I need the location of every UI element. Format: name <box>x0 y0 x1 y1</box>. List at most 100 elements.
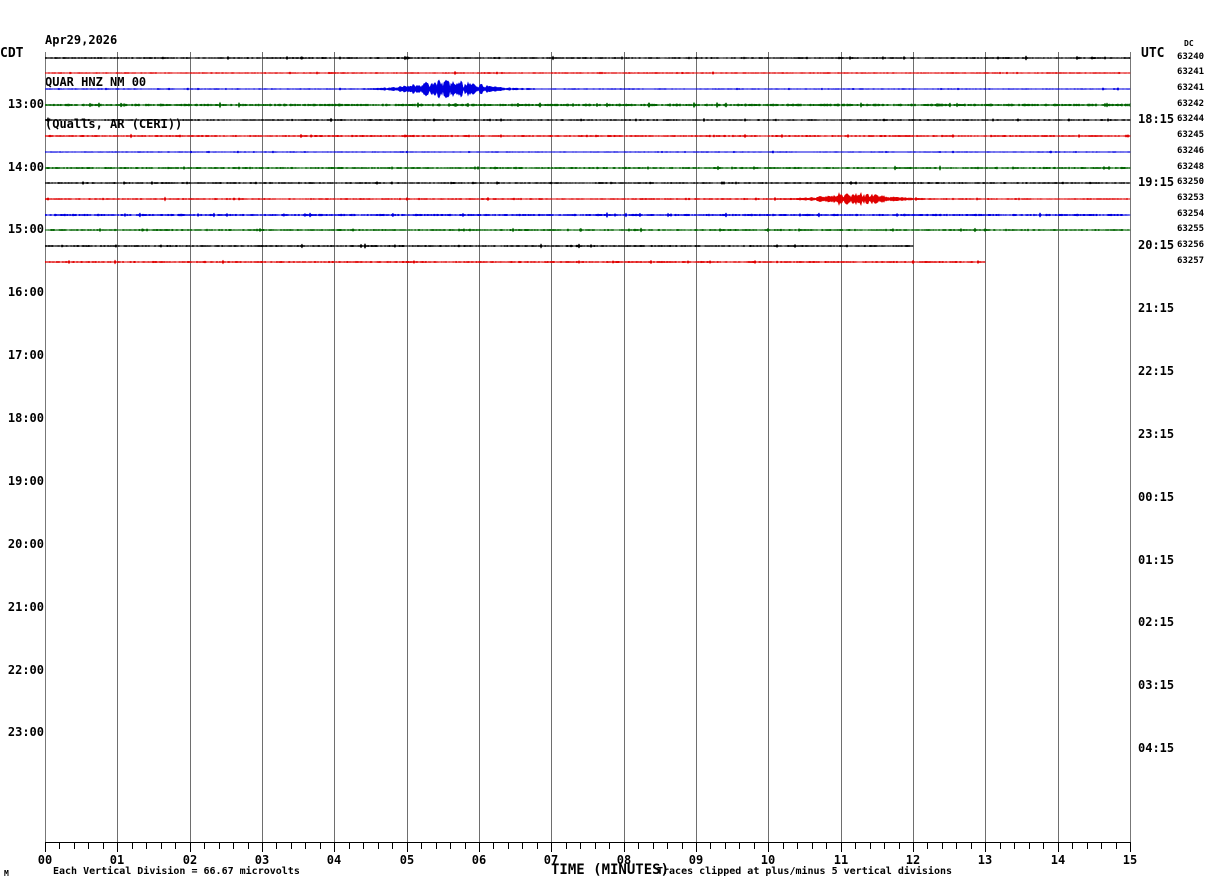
x-tick-minor <box>132 843 133 849</box>
y-axis-right-label-0315: 03:15 <box>1138 678 1175 692</box>
x-tick-minor <box>305 843 306 849</box>
vertical-division-note: Each Vertical Division = 66.67 microvolt… <box>53 866 300 877</box>
y-axis-right-label-1815: 18:15 <box>1138 112 1175 126</box>
x-tick-minor <box>595 843 596 849</box>
x-tick-minor <box>725 843 726 849</box>
x-tick-minor <box>59 843 60 849</box>
x-tick-major-4 <box>334 843 335 852</box>
gridline-minute-11 <box>841 52 842 842</box>
trace-line-5 <box>45 133 1131 139</box>
x-tick-minor <box>219 843 220 849</box>
gridline-minute-12 <box>913 52 914 842</box>
trace-row <box>45 45 1131 71</box>
dc-value-8: 63250 <box>1177 177 1205 187</box>
trace-row <box>45 202 1131 228</box>
x-tick-minor <box>956 843 957 849</box>
x-tick-minor <box>537 843 538 849</box>
trace-line-1 <box>45 70 1131 76</box>
x-tick-minor <box>1087 843 1088 849</box>
trace-row <box>45 170 1131 196</box>
x-tick-minor <box>609 843 610 849</box>
trace-row <box>45 60 1131 86</box>
x-axis-label-14: 14 <box>1050 853 1066 867</box>
x-tick-major-8 <box>624 843 625 852</box>
y-axis-right <box>1130 52 1131 842</box>
trace-line-2 <box>45 79 1131 99</box>
x-tick-minor <box>566 843 567 849</box>
x-axis-label-10: 10 <box>760 853 776 867</box>
x-tick-minor <box>971 843 972 849</box>
x-tick-major-13 <box>985 843 986 852</box>
x-tick-major-7 <box>551 843 552 852</box>
x-tick-minor <box>146 843 147 849</box>
x-tick-minor <box>638 843 639 849</box>
x-tick-minor <box>378 843 379 849</box>
clipping-note: Traces clipped at plus/minus 5 vertical … <box>657 866 953 877</box>
trace-row <box>45 155 1131 181</box>
x-axis-label-07: 07 <box>543 853 559 867</box>
header-date: Apr29,2026 <box>45 33 118 47</box>
x-tick-minor <box>493 843 494 849</box>
x-tick-major-9 <box>696 843 697 852</box>
x-tick-minor <box>653 843 654 849</box>
trace-line-9 <box>45 192 1131 206</box>
trace-line-11 <box>45 227 1131 233</box>
y-axis-left-label-2000: 20:00 <box>7 537 44 551</box>
gridline-minute-13 <box>985 52 986 842</box>
x-axis-label-11: 11 <box>833 853 849 867</box>
gridline-minute-10 <box>768 52 769 842</box>
x-tick-minor <box>161 843 162 849</box>
y-axis-left-label-2300: 23:00 <box>7 725 44 739</box>
dc-value-0: 63240 <box>1177 52 1205 62</box>
trace-row <box>45 249 1131 275</box>
x-tick-minor <box>320 843 321 849</box>
x-tick-minor <box>1116 843 1117 849</box>
trace-row <box>45 186 1131 212</box>
dc-value-11: 63255 <box>1177 224 1205 234</box>
y-axis-right-label-1915: 19:15 <box>1138 175 1175 189</box>
y-axis-right-label-2015: 20:15 <box>1138 238 1175 252</box>
gridline-minute-2 <box>190 52 191 842</box>
x-tick-minor <box>855 843 856 849</box>
y-axis-left-label-2200: 22:00 <box>7 663 44 677</box>
y-axis-right-label-0015: 00:15 <box>1138 490 1175 504</box>
x-axis-title: TIME (MINUTES) <box>551 862 670 878</box>
x-tick-minor <box>421 843 422 849</box>
x-tick-minor <box>580 843 581 849</box>
x-tick-minor <box>1043 843 1044 849</box>
x-tick-minor <box>175 843 176 849</box>
x-tick-minor <box>899 843 900 849</box>
x-tick-major-2 <box>190 843 191 852</box>
trace-line-12 <box>45 243 914 249</box>
x-tick-minor <box>1029 843 1030 849</box>
y-axis-left <box>45 52 46 842</box>
x-tick-major-6 <box>479 843 480 852</box>
x-tick-minor <box>363 843 364 849</box>
left-timezone-label: CDT <box>0 46 24 61</box>
x-axis-label-01: 01 <box>109 853 125 867</box>
trace-row <box>45 217 1131 243</box>
x-tick-major-12 <box>913 843 914 852</box>
x-axis-label-09: 09 <box>688 853 704 867</box>
trace-line-10 <box>45 211 1131 219</box>
gridline-minute-6 <box>479 52 480 842</box>
x-tick-minor <box>1000 843 1001 849</box>
trace-line-13 <box>45 259 986 265</box>
gridline-minute-4 <box>334 52 335 842</box>
dc-value-5: 63245 <box>1177 130 1205 140</box>
dc-value-12: 63256 <box>1177 240 1205 250</box>
x-axis-label-08: 08 <box>616 853 632 867</box>
trace-row <box>45 139 1131 165</box>
x-tick-minor <box>349 843 350 849</box>
x-axis <box>45 842 1131 843</box>
y-axis-right-label-0215: 02:15 <box>1138 615 1175 629</box>
x-tick-minor <box>508 843 509 849</box>
x-tick-minor <box>667 843 668 849</box>
x-tick-minor <box>942 843 943 849</box>
x-tick-major-15 <box>1130 843 1131 852</box>
x-tick-minor <box>465 843 466 849</box>
dc-value-9: 63253 <box>1177 193 1205 203</box>
x-tick-minor <box>826 843 827 849</box>
x-tick-minor <box>1101 843 1102 849</box>
x-tick-minor <box>1072 843 1073 849</box>
